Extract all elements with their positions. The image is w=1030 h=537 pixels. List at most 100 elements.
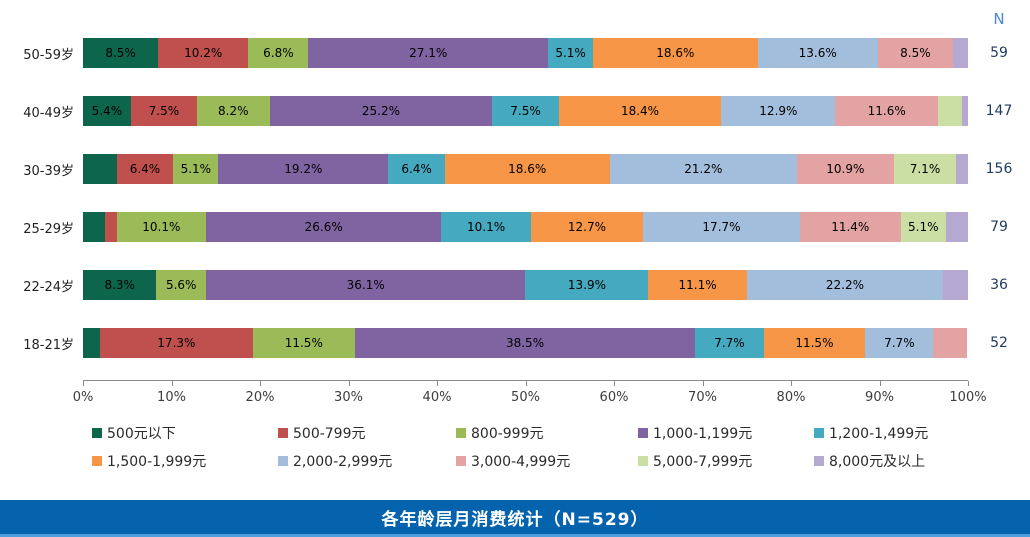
legend-label: 500-799元 — [293, 426, 366, 442]
legend-label: 8,000元及以上 — [829, 454, 926, 470]
axis-tick — [968, 381, 969, 386]
axis-tick — [525, 381, 527, 386]
legend-item: 500元以下 — [92, 423, 278, 443]
legend-item: 3,000-4,999元 — [456, 451, 638, 471]
bar-segment: 21.2% — [609, 154, 798, 184]
legend-item: 800-999元 — [456, 423, 638, 443]
bar-segment: 10.2% — [158, 38, 249, 68]
n-value: 36 — [990, 277, 1008, 293]
legend-label: 5,000-7,999元 — [653, 454, 753, 470]
bar-segment: 5.1% — [900, 212, 946, 242]
axis-tick — [702, 381, 704, 386]
bar-segment: 7.5% — [492, 96, 559, 126]
bar-segment: 18.6% — [593, 38, 758, 68]
bar-row: 30-39岁 6.4% 5.1% 19.2% 6.4% 18.6% 21.2% 10.9% 7.… — [0, 154, 1030, 184]
n-value: 79 — [990, 219, 1008, 235]
axis-tick-label: 100% — [949, 390, 987, 405]
legend: 500元以下 500-799元 800-999元 1,000-1,199元 1,200-… — [92, 423, 1012, 471]
bar-segment: 38.5% — [354, 328, 696, 358]
legend-item: 1,500-1,999元 — [92, 451, 278, 471]
bar-row: 50-59岁 8.5% 10.2% 6.8% 27.1% 5.1% 18.6% 13.6% 8.… — [0, 38, 1030, 68]
bar-segment: 7.5% — [130, 96, 198, 126]
axis-tick — [348, 381, 350, 386]
bar-segment: 10.1% — [116, 212, 206, 242]
title-banner: 各年龄层月消费统计（N=529） — [0, 500, 1030, 537]
bar-segment: 11.5% — [252, 328, 355, 358]
legend-swatch-icon — [814, 428, 824, 438]
legend-swatch-icon — [456, 428, 466, 438]
stacked-bar: 8.3% 5.6% 36.1% 13.9% 11.1% 22.2% — [83, 270, 968, 300]
bar-segment: 8.5% — [877, 38, 953, 68]
bar-segment — [933, 328, 968, 358]
category-label: 40-49岁 — [23, 105, 74, 121]
axis-tick-label: 10% — [157, 390, 186, 405]
bar-segment — [952, 38, 968, 68]
bar-segment: 25.2% — [269, 96, 493, 126]
bar-segment: 22.2% — [746, 270, 944, 300]
bar-segment: 27.1% — [308, 38, 549, 68]
axis-tick-label: 50% — [511, 390, 540, 405]
stacked-bar: 5.4% 7.5% 8.2% 25.2% 7.5% 18.4% 12.9% 11.6% — [83, 96, 968, 126]
axis-tick — [260, 381, 261, 386]
axis-tick — [791, 381, 792, 386]
stacked-bar: 6.4% 5.1% 19.2% 6.4% 18.6% 21.2% 10.9% 7.1% — [83, 154, 968, 184]
legend-swatch-icon — [814, 456, 824, 466]
bar-segment: 18.4% — [558, 96, 722, 126]
bar-segment: 8.3% — [83, 270, 157, 300]
chart-title: 各年龄层月消费统计（N=529） — [381, 509, 649, 530]
axis-tick-label: 0% — [72, 390, 94, 405]
bar-segment: 7.7% — [865, 328, 934, 358]
legend-swatch-icon — [278, 428, 288, 438]
legend-item: 1,200-1,499元 — [814, 423, 1012, 443]
legend-item: 8,000元及以上 — [814, 451, 1012, 471]
stacked-bar: 17.3% 11.5% 38.5% 7.7% 11.5% 7.7% — [83, 328, 968, 358]
category-label: 18-21岁 — [23, 337, 74, 353]
axis-tick-label: 40% — [422, 390, 452, 405]
bar-row: 25-29岁 10.1% 26.6% 10.1% 12.7% 17.7% 11.4% 5.1%… — [0, 212, 1030, 242]
bar-segment: 7.7% — [695, 328, 764, 358]
axis-tick-label: 70% — [688, 390, 717, 405]
category-label: 25-29岁 — [23, 221, 74, 237]
legend-item: 5,000-7,999元 — [638, 451, 814, 471]
bar-segment: 5.1% — [173, 154, 219, 184]
bar-row: 40-49岁 5.4% 7.5% 8.2% 25.2% 7.5% 18.4% 12.9% 11.… — [0, 96, 1030, 126]
bar-segment: 10.1% — [441, 212, 531, 242]
n-column-header: N — [993, 10, 1005, 28]
legend-label: 1,500-1,999元 — [107, 454, 207, 470]
bar-segment: 12.9% — [721, 96, 836, 126]
bar-segment: 11.4% — [799, 212, 901, 242]
axis-tick — [614, 381, 615, 386]
legend-swatch-icon — [92, 428, 102, 438]
x-axis: 0% 10% 20% 30% 40% 50% 60% 70% 80% 90% 100% — [73, 380, 987, 405]
legend-swatch-icon — [638, 456, 648, 466]
legend-swatch-icon — [456, 456, 466, 466]
n-value: 156 — [985, 161, 1013, 177]
bar-segment: 11.5% — [763, 328, 866, 358]
bar-segment: 36.1% — [206, 270, 526, 300]
bar-segment: 5.4% — [83, 96, 131, 126]
bar-segment: 5.1% — [548, 38, 594, 68]
bar-segment: 7.1% — [893, 154, 957, 184]
bar-segment: 18.6% — [444, 154, 610, 184]
bar-segment — [956, 154, 968, 184]
bar-segment: 6.8% — [248, 38, 309, 68]
legend-item: 2,000-2,999元 — [278, 451, 456, 471]
legend-label: 500元以下 — [107, 426, 176, 442]
bar-segment — [83, 328, 100, 358]
bar-row: 22-24岁 8.3% 5.6% 36.1% 13.9% 11.1% 22.2% 36 — [0, 270, 1030, 300]
category-label: 50-59岁 — [23, 47, 74, 63]
n-value: 52 — [990, 335, 1008, 351]
bar-segment: 13.9% — [525, 270, 649, 300]
stacked-bar: 8.5% 10.2% 6.8% 27.1% 5.1% 18.6% 13.6% 8.5% — [83, 38, 968, 68]
n-value: 147 — [985, 103, 1013, 119]
legend-swatch-icon — [92, 456, 102, 466]
legend-swatch-icon — [638, 428, 648, 438]
legend-label: 800-999元 — [471, 426, 544, 442]
axis-tick-label: 30% — [334, 390, 363, 405]
axis-tick-label: 60% — [599, 390, 629, 405]
legend-label: 1,200-1,499元 — [829, 426, 929, 442]
bar-segment: 10.9% — [797, 154, 894, 184]
bar-segment: 8.5% — [83, 38, 159, 68]
bar-segment: 11.6% — [835, 96, 938, 126]
